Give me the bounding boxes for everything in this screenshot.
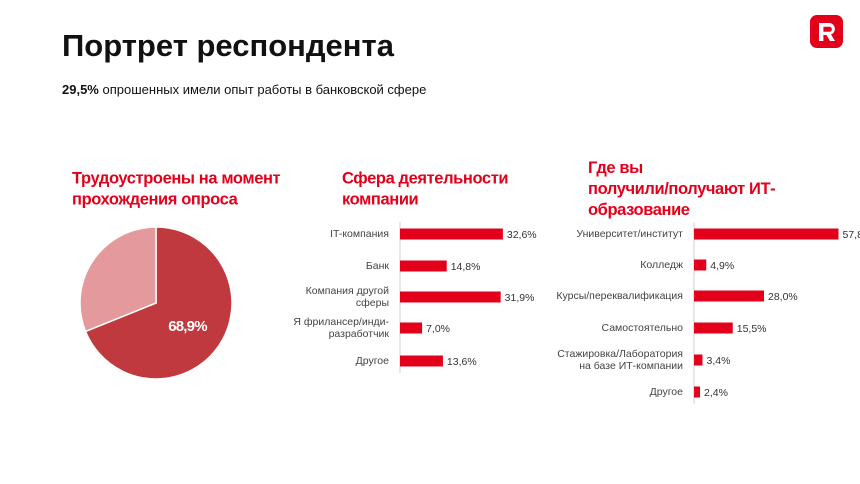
value-label: 14,8% xyxy=(451,261,481,273)
bar xyxy=(694,354,703,366)
chart-title: Где вы получили/получают ИТ-образование xyxy=(588,159,775,219)
bar xyxy=(694,259,707,271)
pie-slice xyxy=(84,226,233,380)
value-label: 31,9% xyxy=(505,292,535,304)
category-label: Другое xyxy=(356,355,390,367)
bar xyxy=(400,260,447,272)
subtitle-value: 29,5% xyxy=(62,82,99,97)
category-label: Стажировка/Лаборатория на базе ИТ-компани… xyxy=(557,348,683,372)
category-label: Колледж xyxy=(640,259,683,271)
value-label: 7,0% xyxy=(426,323,450,335)
bar xyxy=(400,228,503,240)
bar xyxy=(694,386,700,398)
category-label: Университет/институт xyxy=(576,228,683,240)
value-label: 28,0% xyxy=(768,291,798,303)
value-label: 15,5% xyxy=(737,323,767,335)
category-label: Самостоятельно xyxy=(602,322,684,334)
value-label: 32,6% xyxy=(507,229,537,241)
category-label: Банк xyxy=(366,260,390,272)
value-label: 57,8% xyxy=(843,229,860,241)
value-label: 3,4% xyxy=(707,355,731,367)
logo xyxy=(810,15,843,48)
bar xyxy=(400,322,423,334)
category-label: Компания другой сферы xyxy=(306,285,390,309)
bar xyxy=(694,322,733,334)
bar xyxy=(400,291,501,303)
bar xyxy=(694,228,839,240)
chart-title: Сфера деятельности компании xyxy=(342,170,508,209)
value-label: 2,4% xyxy=(704,387,728,399)
category-label: Я фрилансер/инди-разработчик xyxy=(293,316,389,340)
category-label: IT-компания xyxy=(330,228,389,240)
category-label: Другое xyxy=(650,386,684,398)
subtitle-text: опрошенных имели опыт работы в банковско… xyxy=(102,82,427,97)
value-label: 13,6% xyxy=(447,356,477,368)
subtitle: 29,5% опрошенных имели опыт работы в бан… xyxy=(62,82,426,97)
slide-title: Портрет респондента xyxy=(62,28,394,63)
slice-label: 68,9% xyxy=(168,318,207,335)
pie-slice xyxy=(79,226,157,333)
value-label: 4,9% xyxy=(710,260,734,272)
bar xyxy=(400,355,443,367)
chart-title: Трудоустроены на момент прохождения опрос… xyxy=(72,170,281,209)
category-label: Курсы/переквалификация xyxy=(556,290,683,302)
bar xyxy=(694,290,764,302)
